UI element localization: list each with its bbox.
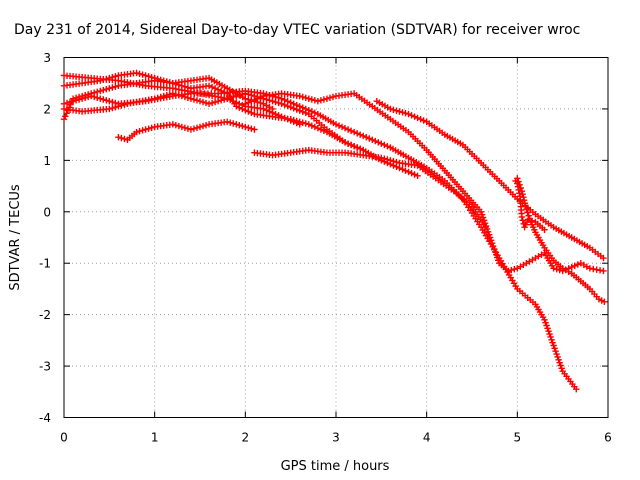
grid-lines (64, 57, 608, 418)
y-tick-label: -1 (39, 257, 51, 271)
series-markers (251, 146, 489, 231)
x-tick-label: 0 (60, 431, 68, 445)
series-pass-08 (251, 146, 489, 231)
series-markers (373, 98, 607, 262)
series-pass-06 (115, 118, 258, 143)
x-tick-label: 1 (151, 431, 159, 445)
series-markers (514, 180, 548, 233)
series-markers (242, 90, 607, 275)
y-tick-label: -4 (39, 411, 51, 425)
x-tick-label: 4 (423, 431, 431, 445)
series-pass-09 (373, 98, 607, 262)
x-tick-label: 3 (332, 431, 340, 445)
series-pass-11 (514, 180, 548, 233)
series-pass-07 (242, 90, 607, 275)
x-axis-label: GPS time / hours (281, 459, 390, 474)
x-tick-label: 6 (604, 431, 612, 445)
y-tick-label: -2 (39, 308, 51, 322)
series-markers (115, 118, 258, 143)
chart-title: Day 231 of 2014, Sidereal Day-to-day VTE… (14, 22, 580, 38)
y-tick-label: 3 (43, 51, 51, 65)
y-tick-label: 1 (43, 154, 51, 168)
y-tick-label: -3 (39, 360, 51, 374)
x-tick-label: 2 (242, 431, 250, 445)
y-tick-label: 0 (43, 205, 51, 219)
y-axis-label: SDTVAR / TECUs (8, 184, 23, 291)
series-markers (512, 175, 608, 305)
x-tick-label: 5 (514, 431, 522, 445)
series-pass-10 (512, 175, 608, 305)
y-tick-label: 2 (43, 102, 51, 116)
data-series (60, 69, 608, 393)
